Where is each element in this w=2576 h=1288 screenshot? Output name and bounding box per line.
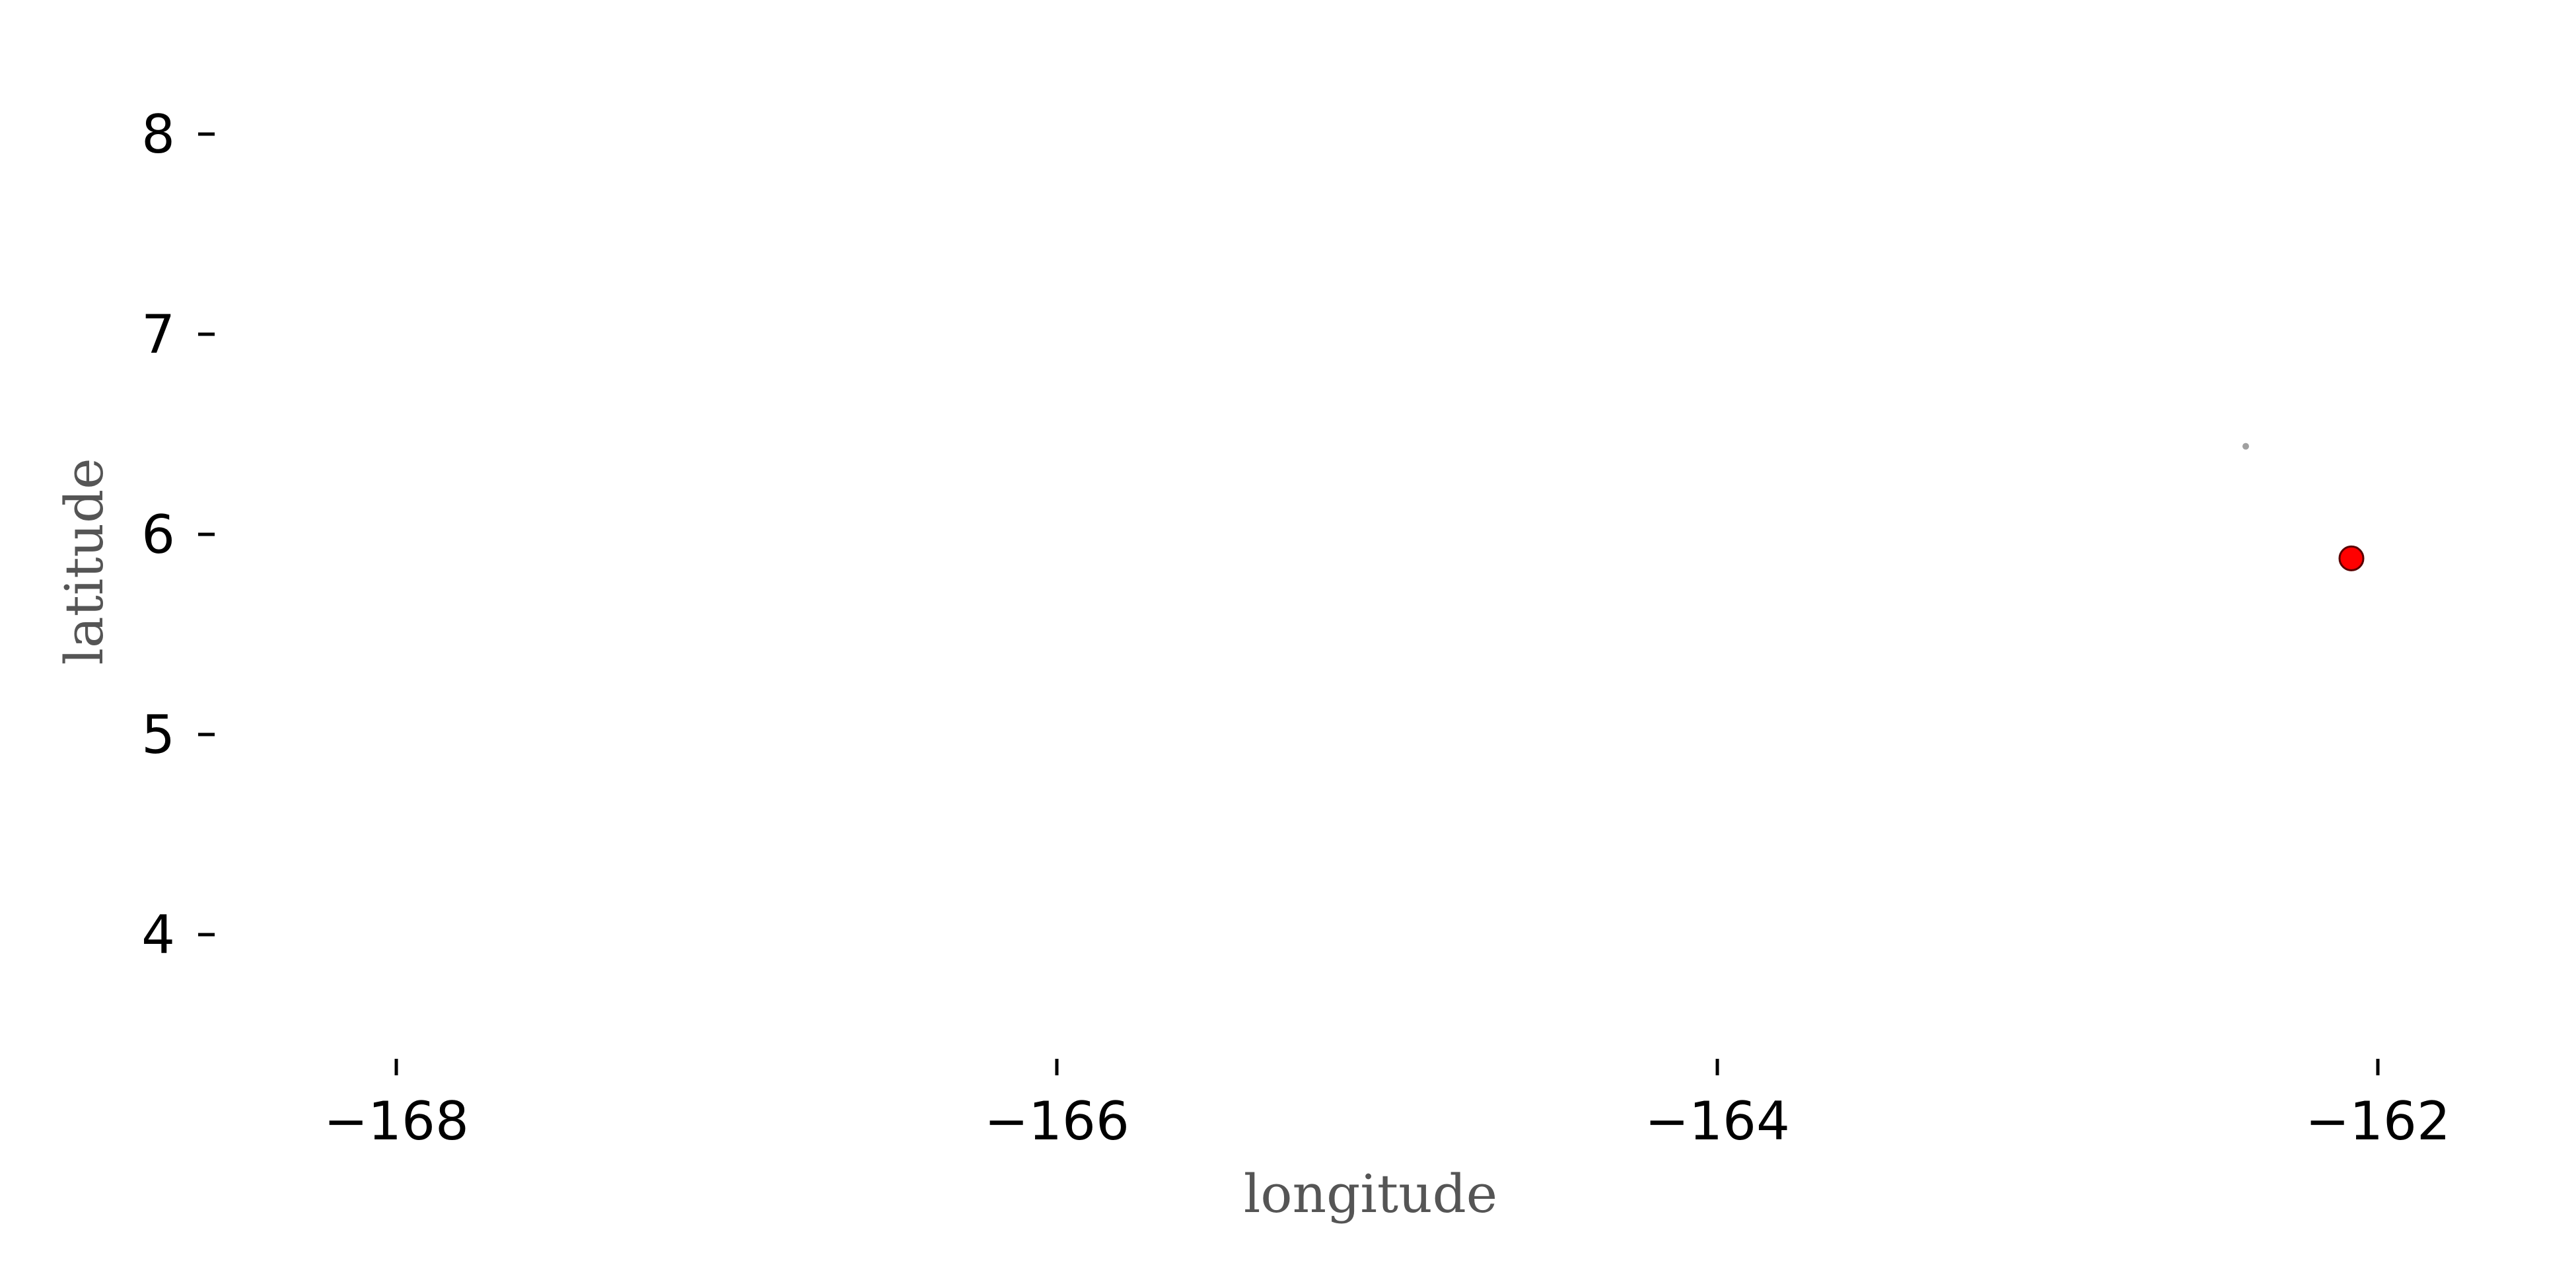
- location-marker: [2338, 545, 2365, 571]
- plot-area: [2242, 443, 2365, 571]
- y-tick-label: 5: [141, 704, 175, 766]
- x-tick-label: −166: [984, 1091, 1129, 1152]
- y-tick-label: 6: [141, 504, 175, 565]
- small-island-north: [2242, 443, 2249, 450]
- y-tick-label: 7: [141, 304, 175, 365]
- y-axis-label: latitude: [54, 458, 115, 664]
- y-tick-label: 8: [141, 104, 175, 165]
- x-tick-label: −162: [2305, 1091, 2451, 1152]
- y-tick-label: 4: [141, 904, 175, 966]
- y-axis: 4 5 6 7 8: [141, 104, 215, 966]
- x-axis: −168−166−164−162−160−158−156: [324, 1059, 2451, 1152]
- x-tick-label: −168: [324, 1091, 469, 1152]
- x-tick-label: −164: [1645, 1091, 1790, 1152]
- x-axis-label: longitude: [1244, 1163, 1497, 1225]
